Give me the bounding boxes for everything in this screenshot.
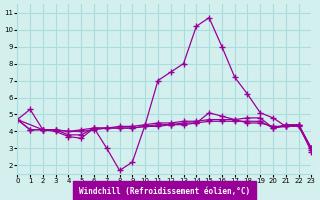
X-axis label: Windchill (Refroidissement éolien,°C): Windchill (Refroidissement éolien,°C) bbox=[79, 187, 250, 196]
